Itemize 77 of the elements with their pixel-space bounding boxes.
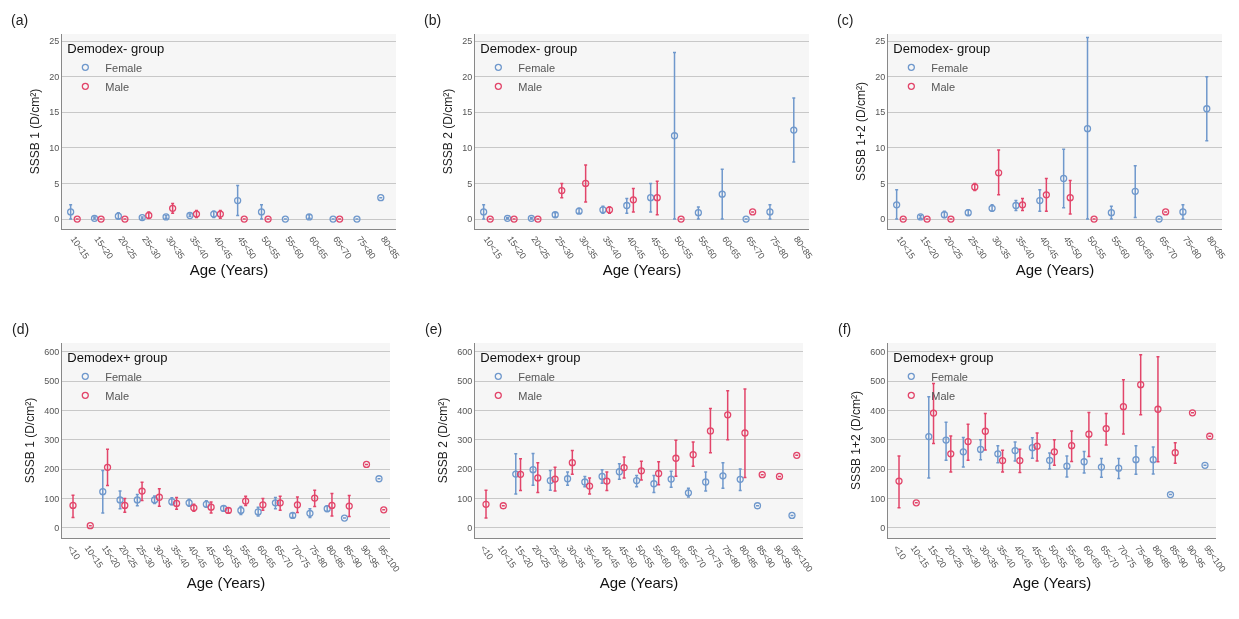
x-axis-title: Age (Years) (189, 260, 269, 278)
y-axis-title: SSSB 1 (D/cm²) (28, 88, 43, 175)
y-tick-label: 400 (457, 405, 473, 416)
x-tick-label: <10 (65, 543, 83, 562)
y-tick-label: 600 (457, 346, 473, 357)
y-tick-label: 300 (870, 434, 886, 445)
legend-label: Male (105, 80, 130, 93)
y-tick-label: 200 (44, 464, 60, 475)
legend-label: Female (518, 370, 555, 383)
y-axis-title: SSSB 1+2 (D/cm²) (849, 390, 864, 491)
legend-label: Male (518, 80, 543, 93)
legend-label: Female (518, 61, 556, 74)
legend-label: Male (931, 80, 956, 93)
y-axis-title: SSSB 2 (D/cm²) (441, 88, 456, 175)
y-tick-label: 0 (880, 214, 886, 225)
y-tick-label: 100 (457, 493, 473, 504)
y-tick-label: 300 (44, 434, 60, 445)
y-tick-label: 10 (875, 143, 886, 154)
legend-label: Male (105, 389, 130, 402)
y-tick-label: 0 (467, 214, 473, 225)
y-tick-label: 600 (44, 346, 60, 357)
legend-title: Demodex- group (893, 40, 991, 56)
text: (a) (11, 12, 29, 28)
legend-title: Demodex+ group (480, 349, 581, 365)
y-tick-label: 15 (875, 107, 886, 118)
y-axis-title: SSSB 2 (D/cm²) (436, 397, 451, 484)
x-axis-title: Age (Years) (599, 573, 679, 591)
y-tick-label: 200 (457, 464, 473, 475)
x-axis-title: Age (Years) (186, 573, 266, 591)
y-tick-label: 600 (870, 346, 886, 357)
text: (e) (425, 321, 443, 337)
y-tick-label: 20 (462, 71, 473, 82)
y-tick-label: 20 (875, 71, 886, 82)
y-tick-label: 100 (44, 493, 60, 504)
x-axis-title: Age (Years) (1012, 573, 1092, 591)
legend-title: Demodex+ group (893, 349, 994, 365)
legend-label: Female (931, 61, 969, 74)
legend-label: Female (105, 61, 143, 74)
y-tick-label: 300 (457, 434, 473, 445)
legend-label: Female (931, 370, 968, 383)
y-tick-label: 5 (467, 178, 473, 189)
y-axis-title: SSSB 1+2 (D/cm²) (854, 81, 869, 182)
y-tick-label: 25 (875, 36, 886, 47)
y-axis-title: SSSB 1 (D/cm²) (23, 397, 38, 484)
legend-label: Male (518, 389, 543, 402)
text: (c) (837, 12, 854, 28)
y-tick-label: 200 (870, 464, 886, 475)
text: (b) (424, 12, 442, 28)
y-tick-label: 5 (54, 178, 60, 189)
legend-label: Female (105, 370, 142, 383)
legend-title: Demodex- group (480, 40, 578, 56)
text: (f) (838, 321, 852, 337)
y-tick-label: 25 (462, 36, 473, 47)
legend-title: Demodex- group (67, 40, 165, 56)
y-tick-label: 0 (467, 522, 473, 533)
y-tick-label: 15 (462, 107, 473, 118)
x-tick-label: <10 (478, 543, 496, 562)
legend-title: Demodex+ group (67, 349, 168, 365)
x-axis-title: Age (Years) (602, 260, 682, 278)
y-tick-label: 100 (870, 493, 886, 504)
y-tick-label: 0 (880, 522, 886, 533)
y-tick-label: 0 (54, 214, 60, 225)
y-tick-label: 500 (457, 376, 473, 387)
y-tick-label: 5 (880, 178, 886, 189)
y-tick-label: 500 (870, 376, 886, 387)
y-tick-label: 500 (44, 376, 60, 387)
y-tick-label: 20 (49, 71, 60, 82)
y-tick-label: 0 (54, 522, 60, 533)
y-tick-label: 400 (44, 405, 60, 416)
y-tick-label: 10 (49, 143, 60, 154)
x-axis-title: Age (Years) (1015, 260, 1095, 278)
y-tick-label: 25 (49, 36, 60, 47)
y-tick-label: 15 (49, 107, 60, 118)
y-tick-label: 400 (870, 405, 886, 416)
y-tick-label: 10 (462, 143, 473, 154)
x-tick-label: <10 (891, 543, 909, 562)
text: (d) (12, 321, 30, 337)
